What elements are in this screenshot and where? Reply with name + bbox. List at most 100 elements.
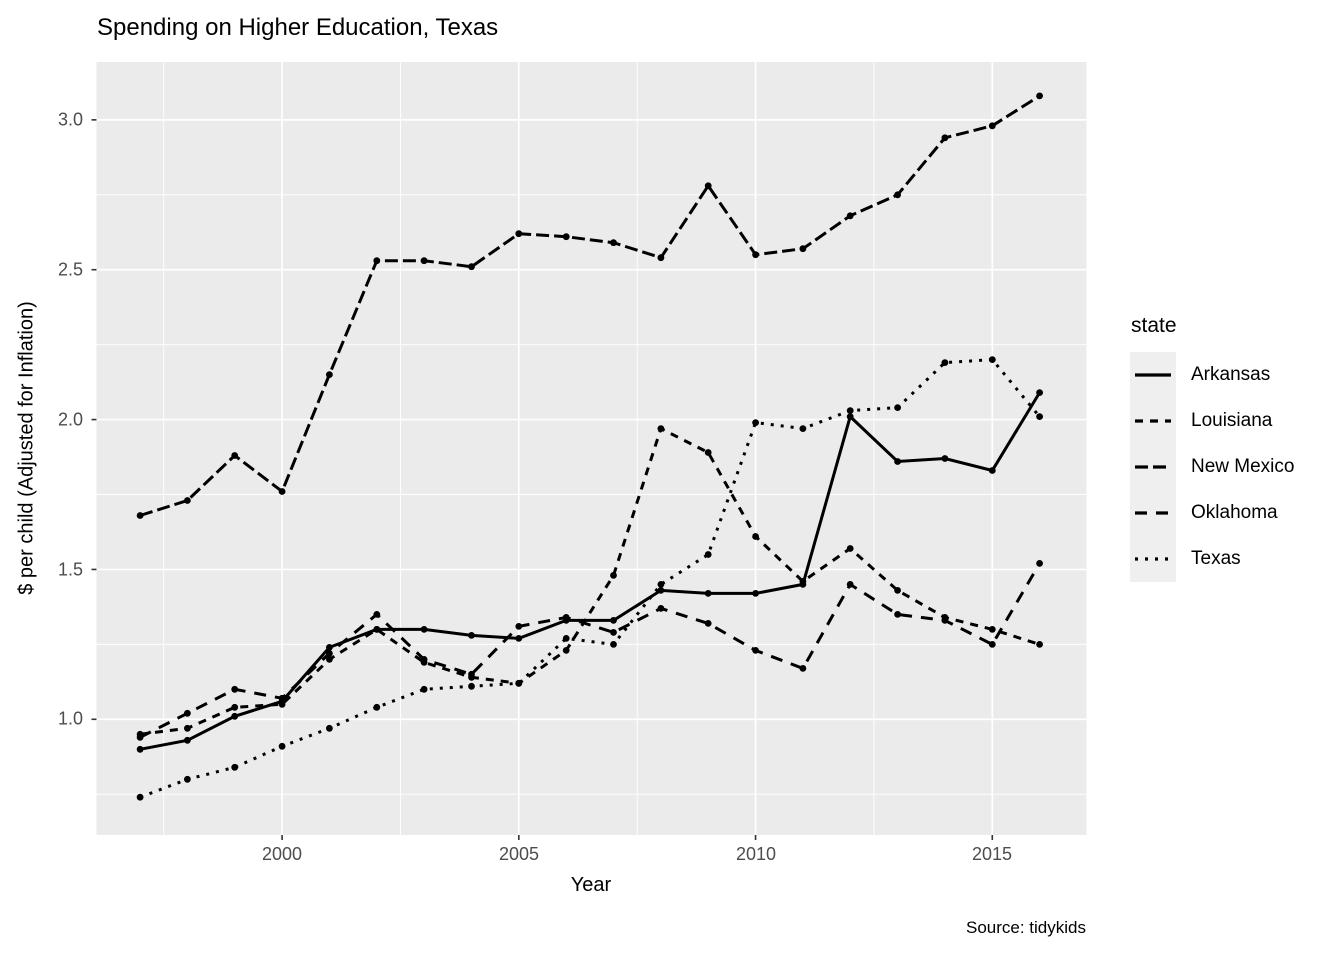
data-point-oklahoma: [941, 617, 949, 624]
data-point-texas: [610, 641, 617, 648]
data-point-oklahoma: [278, 694, 286, 702]
data-point-texas: [799, 425, 807, 432]
data-point-new-mexico: [136, 512, 144, 519]
legend-key-texas: [1130, 536, 1176, 582]
data-point-texas: [184, 775, 191, 783]
legend-row-texas: Texas: [1130, 536, 1294, 582]
x-tick-label: 2000: [261, 844, 303, 864]
data-point-oklahoma: [515, 623, 523, 630]
y-tick-label: 1.0: [57, 708, 83, 729]
x-tick-label: 2015: [971, 844, 1013, 864]
data-point-texas: [326, 724, 333, 732]
data-point-new-mexico: [752, 251, 759, 259]
data-point-oklahoma: [184, 709, 191, 717]
legend-row-arkansas: Arkansas: [1130, 352, 1294, 398]
legend-row-new-mexico: New Mexico: [1130, 444, 1294, 490]
data-point-new-mexico: [846, 212, 854, 220]
y-axis-title: $ per child (Adjusted for Inflation): [15, 301, 38, 595]
series-line-arkansas: [139, 391, 1041, 751]
data-point-oklahoma: [326, 650, 333, 657]
data-point-arkansas: [610, 617, 617, 624]
y-tick-label: 2.5: [57, 259, 83, 280]
legend-row-louisiana: Louisiana: [1130, 398, 1294, 444]
data-point-arkansas: [846, 413, 854, 420]
data-point-texas: [468, 682, 475, 690]
data-point-new-mexico: [988, 122, 996, 130]
data-point-new-mexico: [515, 230, 523, 238]
legend-key-oklahoma: [1130, 490, 1176, 536]
legend-label: Texas: [1191, 548, 1241, 569]
x-axis-title: Year: [570, 874, 612, 896]
data-point-louisiana: [562, 647, 570, 654]
data-point-arkansas: [515, 635, 523, 642]
data-point-texas: [515, 679, 523, 687]
x-tick-label: 2010: [735, 844, 777, 864]
legend-label: Louisiana: [1191, 410, 1273, 431]
data-point-oklahoma: [657, 605, 665, 612]
data-point-louisiana: [184, 724, 191, 732]
data-point-louisiana: [231, 703, 239, 711]
data-point-new-mexico: [468, 263, 475, 271]
data-point-new-mexico: [231, 452, 239, 459]
data-point-new-mexico: [894, 191, 901, 199]
data-point-oklahoma: [752, 647, 759, 654]
source-caption: Source: tidykids: [966, 918, 1086, 937]
legend-row-oklahoma: Oklahoma: [1130, 490, 1294, 536]
data-point-new-mexico: [941, 134, 949, 142]
data-point-arkansas: [988, 467, 996, 474]
data-point-louisiana: [704, 449, 712, 456]
legend-title: state: [1131, 314, 1177, 337]
data-point-new-mexico: [184, 497, 191, 504]
series-line-oklahoma: [139, 562, 1041, 739]
data-point-new-mexico: [373, 257, 381, 265]
series-line-texas: [139, 358, 1041, 799]
data-point-louisiana: [799, 578, 807, 585]
data-point-louisiana: [326, 656, 333, 663]
data-point-oklahoma: [610, 629, 617, 636]
y-tick-label: 1.5: [57, 559, 83, 580]
data-point-new-mexico: [278, 488, 286, 495]
data-point-arkansas: [184, 736, 191, 744]
data-point-arkansas: [752, 590, 759, 597]
data-point-oklahoma: [420, 656, 428, 663]
data-point-louisiana: [373, 626, 381, 633]
data-point-oklahoma: [136, 733, 144, 741]
legend-label: New Mexico: [1191, 456, 1295, 477]
data-point-texas: [846, 407, 854, 414]
data-point-arkansas: [326, 644, 333, 651]
legend-key-louisiana: [1130, 398, 1176, 444]
legend: Arkansas Louisiana New Mexico Oklahoma T…: [1130, 352, 1294, 582]
data-point-texas: [420, 685, 428, 693]
data-point-arkansas: [231, 712, 239, 720]
legend-key-new-mexico: [1130, 444, 1176, 490]
data-point-texas: [562, 635, 570, 642]
data-point-new-mexico: [562, 233, 570, 241]
data-point-oklahoma: [846, 581, 854, 588]
data-point-new-mexico: [610, 239, 617, 247]
data-point-arkansas: [894, 458, 901, 465]
data-point-oklahoma: [562, 614, 570, 621]
data-point-texas: [278, 742, 286, 750]
data-point-texas: [657, 581, 665, 588]
data-point-new-mexico: [326, 371, 333, 378]
data-point-new-mexico: [1036, 92, 1043, 100]
data-point-new-mexico: [799, 245, 807, 253]
data-point-louisiana: [846, 545, 854, 552]
data-point-louisiana: [1036, 641, 1043, 648]
data-point-texas: [752, 419, 759, 426]
data-point-oklahoma: [799, 665, 807, 672]
data-point-louisiana: [752, 533, 759, 540]
data-point-arkansas: [657, 587, 665, 594]
data-point-arkansas: [136, 745, 144, 753]
data-point-new-mexico: [704, 182, 712, 190]
data-point-arkansas: [941, 455, 949, 462]
x-tick-label: 2005: [498, 844, 540, 864]
data-point-texas: [1036, 413, 1043, 420]
data-point-new-mexico: [420, 257, 428, 265]
data-point-louisiana: [988, 626, 996, 633]
legend-key-arkansas: [1130, 352, 1176, 398]
data-point-arkansas: [468, 632, 475, 639]
data-point-arkansas: [704, 590, 712, 597]
data-point-oklahoma: [1036, 560, 1043, 567]
